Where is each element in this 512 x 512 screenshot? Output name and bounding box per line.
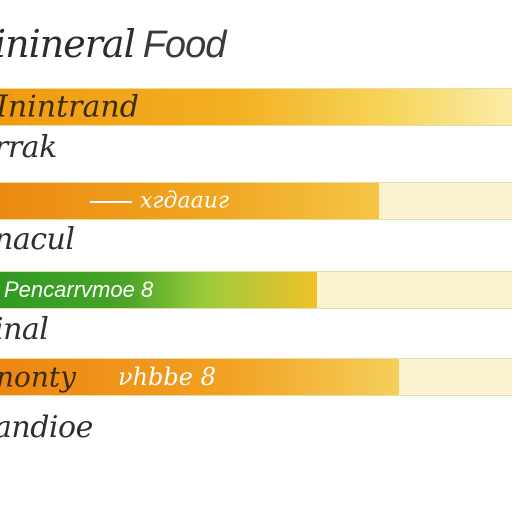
row-label-3: nacul <box>0 222 75 257</box>
bar-1 <box>0 89 512 125</box>
chart-title-right: Food <box>142 24 227 66</box>
bar-3 <box>0 272 318 308</box>
bar-1-label: Inintrand <box>0 89 139 125</box>
bar-track-4: nonty νhbbe 8 <box>0 358 512 396</box>
bar-track-3: Pencarrvmoe 8 <box>0 271 512 309</box>
bar-4 <box>0 359 400 395</box>
bar-track-1: Inintrand <box>0 88 512 126</box>
chart-title: inineral Food <box>0 22 227 67</box>
bar-2-dash <box>90 201 132 203</box>
bar-4-prefix: nonty <box>0 360 76 394</box>
row-label-2: rrak <box>0 130 57 165</box>
bar-track-2: хгдааиг <box>0 182 512 220</box>
row-label-5: andioe <box>0 410 93 445</box>
row-label-4: inal <box>0 312 49 347</box>
bar-2-value: хгдааиг <box>140 188 229 214</box>
chart-title-left: inineral <box>0 22 136 66</box>
bar-2 <box>0 183 379 219</box>
bar-3-value: Pencarrvmoe 8 <box>4 277 154 302</box>
bar-4-value: νhbbe 8 <box>118 363 216 391</box>
